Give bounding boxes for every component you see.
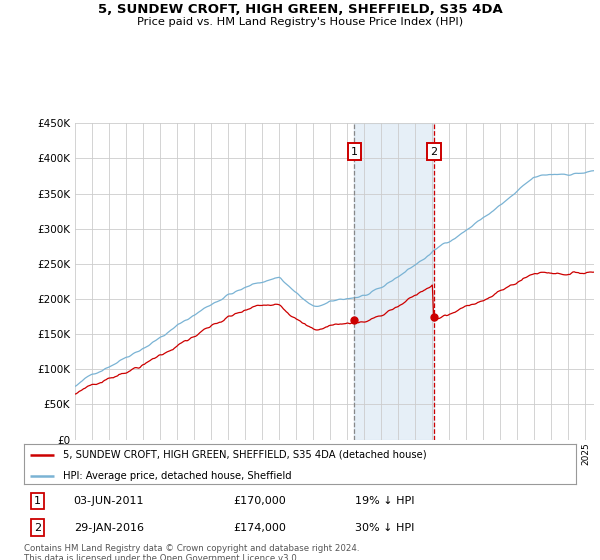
Text: 5, SUNDEW CROFT, HIGH GREEN, SHEFFIELD, S35 4DA (detached house): 5, SUNDEW CROFT, HIGH GREEN, SHEFFIELD, …	[62, 450, 426, 460]
Text: 2: 2	[430, 147, 437, 157]
Text: £170,000: £170,000	[234, 496, 287, 506]
Text: 03-JUN-2011: 03-JUN-2011	[74, 496, 144, 506]
Bar	[355, 123, 434, 440]
Text: Contains HM Land Registry data © Crown copyright and database right 2024.
This d: Contains HM Land Registry data © Crown c…	[24, 544, 359, 560]
Text: 1: 1	[34, 496, 41, 506]
Text: 2: 2	[34, 522, 41, 533]
Text: 29-JAN-2016: 29-JAN-2016	[74, 522, 143, 533]
Text: 1: 1	[351, 147, 358, 157]
Text: HPI: Average price, detached house, Sheffield: HPI: Average price, detached house, Shef…	[62, 470, 291, 480]
Text: £174,000: £174,000	[234, 522, 287, 533]
Text: 19% ↓ HPI: 19% ↓ HPI	[355, 496, 415, 506]
Text: 30% ↓ HPI: 30% ↓ HPI	[355, 522, 415, 533]
Text: 5, SUNDEW CROFT, HIGH GREEN, SHEFFIELD, S35 4DA: 5, SUNDEW CROFT, HIGH GREEN, SHEFFIELD, …	[98, 3, 502, 16]
Text: Price paid vs. HM Land Registry's House Price Index (HPI): Price paid vs. HM Land Registry's House …	[137, 17, 463, 27]
